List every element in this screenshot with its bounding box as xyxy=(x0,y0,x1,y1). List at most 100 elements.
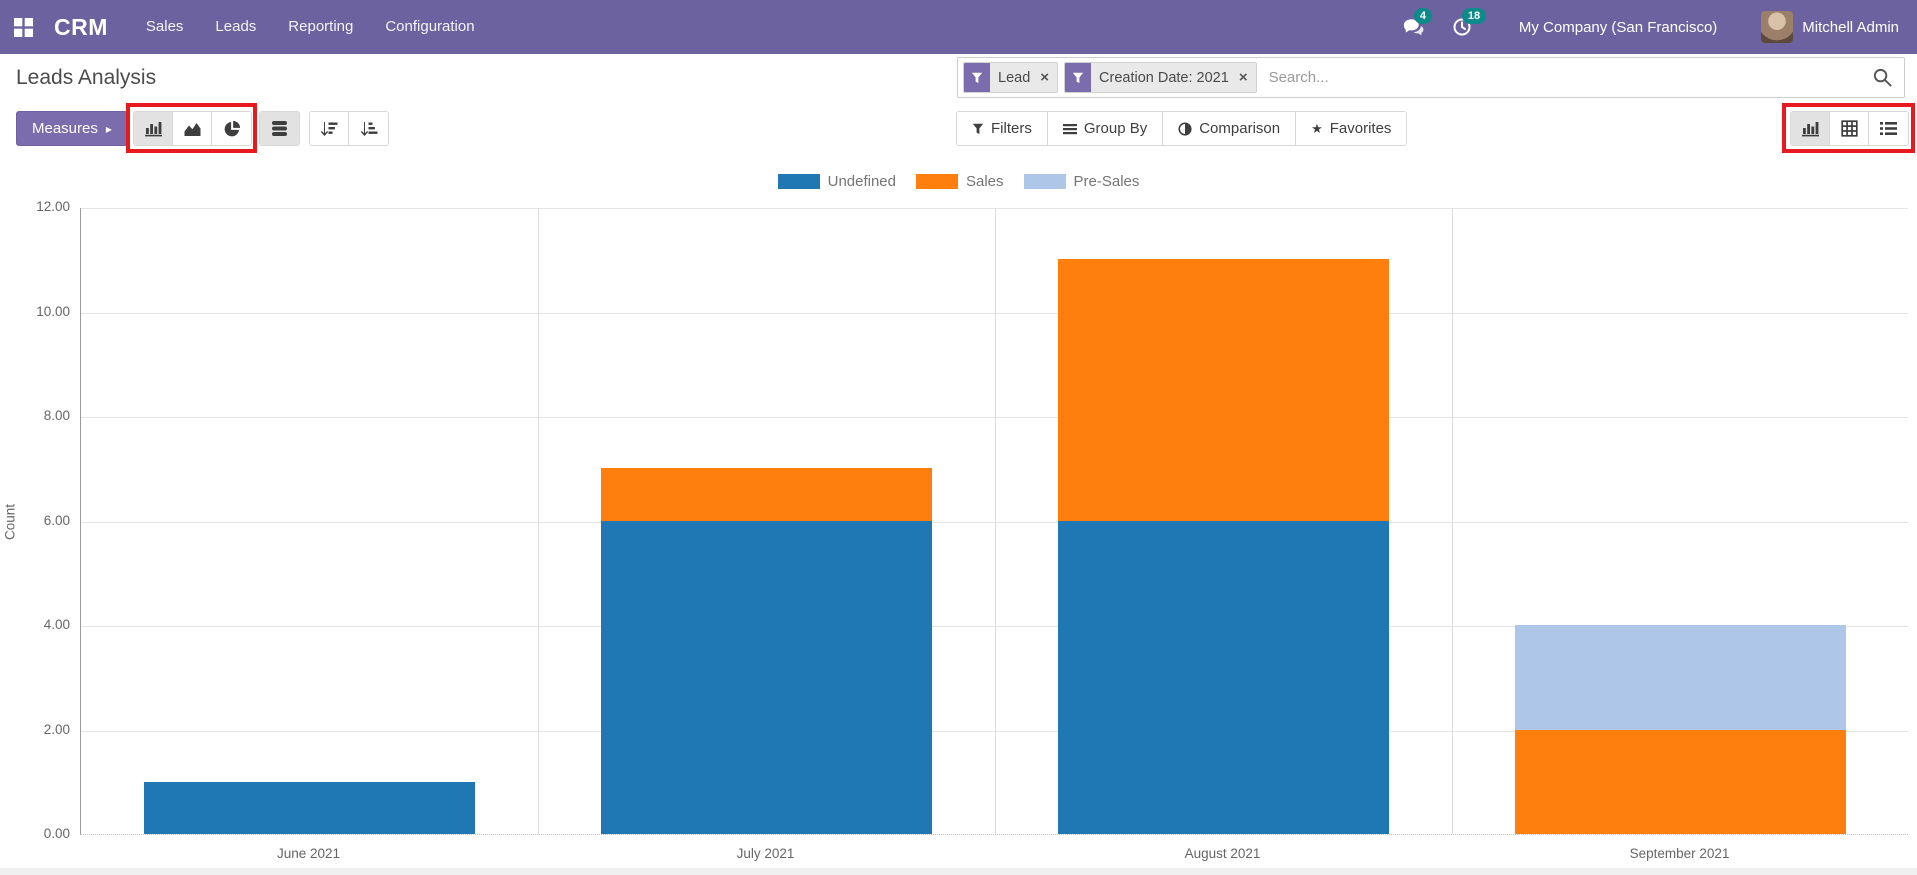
legend-swatch xyxy=(777,174,820,189)
favorites-label: Favorites xyxy=(1329,120,1392,137)
chart-type-group xyxy=(133,111,252,146)
sort-descending-button[interactable] xyxy=(310,112,349,145)
y-tick-label: 12.00 xyxy=(36,199,70,214)
legend-swatch xyxy=(916,174,958,189)
area-chart-icon xyxy=(184,122,200,136)
bar-chart-mode-button[interactable] xyxy=(134,112,173,145)
sort-ascending-button[interactable] xyxy=(349,112,388,145)
group-by-label: Group By xyxy=(1083,120,1148,137)
search-bar[interactable]: Lead × Creation Date: 2021 × xyxy=(957,57,1905,98)
search-options-group: Filters Group By Comparison ★ Favorites xyxy=(956,111,1408,146)
y-tick-label: 10.00 xyxy=(36,303,70,319)
legend-swatch xyxy=(1023,174,1066,189)
gridline xyxy=(538,208,539,834)
gridline xyxy=(81,208,1908,209)
bar-july-2021-sales[interactable] xyxy=(601,468,932,521)
facet-remove-icon[interactable]: × xyxy=(1040,69,1050,86)
pie-chart-icon xyxy=(224,120,240,136)
legend-label: Pre-Sales xyxy=(1073,173,1140,190)
group-by-button[interactable]: Group By xyxy=(1047,112,1164,145)
sort-descending-icon xyxy=(320,121,338,136)
bar-september-2021-pre-sales[interactable] xyxy=(1515,625,1846,730)
menu-leads[interactable]: Leads xyxy=(215,18,257,35)
comparison-half-circle-icon xyxy=(1178,121,1192,136)
user-menu[interactable]: Mitchell Admin xyxy=(1802,18,1899,36)
x-tick-label: July 2021 xyxy=(736,846,795,861)
bar-september-2021-sales[interactable] xyxy=(1515,729,1846,834)
menu-reporting[interactable]: Reporting xyxy=(288,18,354,35)
graph-view-button[interactable] xyxy=(1791,112,1830,145)
company-switcher[interactable]: My Company (San Francisco) xyxy=(1518,18,1718,36)
filter-funnel-icon xyxy=(964,63,990,92)
sort-ascending-icon xyxy=(360,121,377,136)
legend-label: Undefined xyxy=(827,173,896,190)
line-chart-mode-button[interactable] xyxy=(173,112,212,145)
favorites-button[interactable]: ★ Favorites xyxy=(1296,112,1407,145)
systray: 4 18 My Company (San Francisco) Mitchell… xyxy=(1397,0,1917,54)
search-facet-lead[interactable]: Lead × xyxy=(963,62,1059,93)
apps-grid-icon xyxy=(13,17,33,37)
filters-button[interactable]: Filters xyxy=(957,112,1048,145)
sort-group xyxy=(309,111,389,146)
stacked-toggle-button[interactable] xyxy=(260,112,299,145)
pivot-view-button[interactable] xyxy=(1830,112,1869,145)
caret-right-icon: ▸ xyxy=(105,121,112,136)
bar-chart-icon xyxy=(144,122,162,137)
menu-sales[interactable]: Sales xyxy=(145,18,184,35)
filter-funnel-icon xyxy=(972,123,984,134)
gridline xyxy=(81,521,1908,523)
bar-chart-icon xyxy=(1801,122,1819,137)
page-title: Leads Analysis xyxy=(16,66,157,89)
bar-june-2021-undefined[interactable] xyxy=(144,781,475,834)
filter-funnel-icon xyxy=(1065,63,1092,92)
legend-item-sales[interactable]: Sales xyxy=(916,173,1004,190)
pie-chart-mode-button[interactable] xyxy=(212,112,251,145)
list-icon xyxy=(1880,122,1897,135)
stacked-database-icon xyxy=(272,121,287,136)
bar-august-2021-undefined[interactable] xyxy=(1058,520,1389,834)
legend-item-undefined[interactable]: Undefined xyxy=(777,173,896,190)
measures-button[interactable]: Measures ▸ xyxy=(16,111,128,146)
graph-view: Undefined Sales Pre-Sales Count 0.00 2.00 4.… xyxy=(0,155,1917,868)
legend-item-pre-sales[interactable]: Pre-Sales xyxy=(1023,173,1140,190)
gridline xyxy=(1452,208,1453,834)
pivot-grid-icon xyxy=(1840,120,1858,137)
facet-label: Lead xyxy=(998,69,1031,86)
menu-configuration[interactable]: Configuration xyxy=(385,18,475,35)
app-name[interactable]: CRM xyxy=(54,13,108,40)
search-input[interactable] xyxy=(1268,69,1868,86)
y-tick-label: 8.00 xyxy=(43,408,70,423)
y-tick-label: 6.00 xyxy=(43,512,70,528)
x-tick-label: August 2021 xyxy=(1184,846,1261,861)
facet-remove-icon[interactable]: × xyxy=(1238,69,1248,86)
stacked-toggle-group xyxy=(259,111,300,146)
main-menu: Sales Leads Reporting Configuration xyxy=(130,0,491,54)
page-bottom-strip xyxy=(0,868,1917,875)
apps-menu-button[interactable] xyxy=(0,0,46,54)
filters-label: Filters xyxy=(991,120,1032,137)
search-facet-creation-date[interactable]: Creation Date: 2021 × xyxy=(1064,62,1257,93)
bar-august-2021-sales[interactable] xyxy=(1058,259,1389,521)
chart-plot-area xyxy=(80,208,1908,835)
legend-label: Sales xyxy=(966,173,1004,190)
y-tick-label: 2.00 xyxy=(43,721,70,737)
comparison-label: Comparison xyxy=(1199,120,1281,137)
gridline xyxy=(995,208,996,834)
x-tick-label: September 2021 xyxy=(1629,846,1730,861)
messages-menu-button[interactable]: 4 xyxy=(1397,0,1433,54)
group-by-lines-icon xyxy=(1062,123,1077,134)
gridline xyxy=(81,626,1908,627)
gridline xyxy=(81,730,1908,732)
user-avatar[interactable] xyxy=(1761,11,1794,43)
comparison-button[interactable]: Comparison xyxy=(1163,112,1297,145)
gridline xyxy=(81,312,1908,314)
activities-menu-button[interactable]: 18 xyxy=(1445,0,1487,54)
x-tick-label: June 2021 xyxy=(276,846,341,861)
activities-badge: 18 xyxy=(1461,8,1487,24)
navbar: CRM Sales Leads Reporting Configuration … xyxy=(0,0,1917,54)
bar-july-2021-undefined[interactable] xyxy=(601,520,932,834)
y-tick-label: 4.00 xyxy=(43,617,70,632)
search-icon[interactable] xyxy=(1872,67,1893,88)
list-view-button[interactable] xyxy=(1869,112,1908,145)
